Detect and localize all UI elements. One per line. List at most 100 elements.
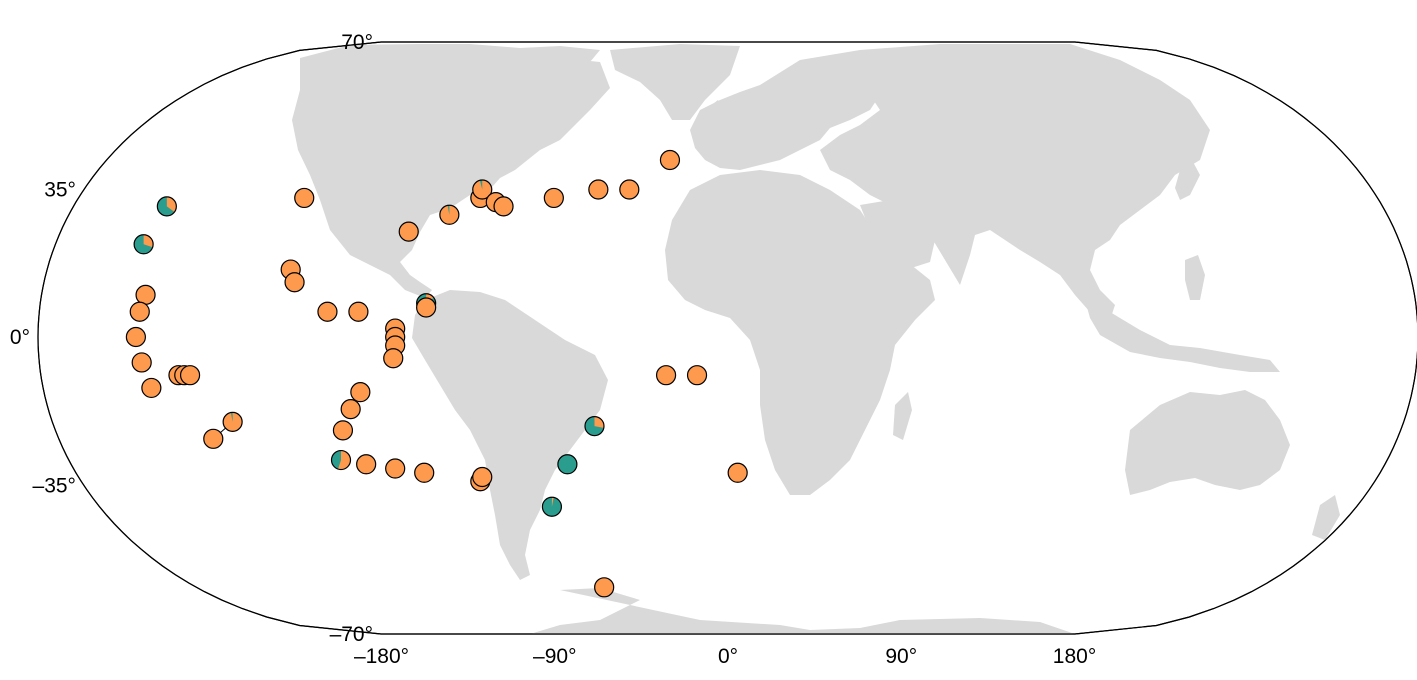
- pie-base: [180, 365, 200, 385]
- lat-tick-label: 35°: [44, 179, 76, 202]
- pie-base: [385, 459, 405, 479]
- pie-outline: [348, 301, 369, 322]
- pie-slice-teal: [134, 234, 153, 254]
- madagascar: [893, 392, 912, 440]
- site-pie-marker: [330, 449, 352, 471]
- site-pie-marker: [317, 301, 338, 322]
- site-pie-marker: [203, 428, 224, 449]
- pie-base: [619, 180, 639, 199]
- pie-base: [333, 420, 353, 440]
- lon-tick-label: –180°: [354, 645, 409, 668]
- site-pie-marker: [727, 462, 748, 483]
- site-pie-marker: [493, 196, 514, 217]
- pie-base: [656, 365, 676, 385]
- site-pie-marker: [125, 326, 146, 348]
- site-pie-marker: [332, 420, 354, 441]
- pie-base: [494, 196, 514, 216]
- site-pie-marker: [472, 466, 493, 488]
- lon-tick-label: 180°: [1053, 645, 1096, 668]
- pie-outline: [727, 462, 748, 483]
- site-pie-marker: [619, 179, 640, 200]
- pie-outline: [332, 420, 354, 441]
- greenland: [610, 44, 740, 120]
- arctic-islands: [420, 44, 600, 66]
- site-pie-marker: [686, 365, 708, 386]
- pie-base: [594, 577, 614, 597]
- lon-tick-label: 90°: [885, 645, 917, 668]
- pie-outline: [584, 416, 605, 437]
- pie-base: [416, 298, 436, 317]
- site-pie-marker: [416, 297, 437, 318]
- pie-base: [557, 454, 577, 474]
- lon-tick-label: –90°: [533, 645, 576, 668]
- antarctica: [530, 588, 1075, 634]
- pie-outline: [317, 301, 338, 322]
- pie-base: [348, 302, 368, 322]
- pie-outline: [416, 297, 437, 318]
- pie-outline: [129, 301, 150, 322]
- site-pie-marker: [348, 301, 369, 322]
- pie-outline: [686, 365, 708, 386]
- africa: [665, 170, 935, 495]
- site-pie-marker: [659, 149, 681, 171]
- site-pie-marker: [541, 496, 563, 517]
- pie-base: [660, 150, 680, 170]
- british-isles: [705, 100, 725, 130]
- pie-outline: [222, 411, 243, 432]
- pie-base: [203, 429, 223, 449]
- south-america: [412, 290, 608, 580]
- site-pie-marker: [439, 204, 460, 225]
- lat-tick-label: –35°: [33, 475, 76, 498]
- pie-outline: [383, 348, 404, 369]
- pie-outline: [385, 458, 406, 479]
- pie-outline: [655, 365, 677, 386]
- pie-slice-teal: [230, 412, 233, 422]
- site-pie-marker: [655, 365, 677, 386]
- pie-outline: [472, 466, 493, 488]
- lat-tick-label: 0°: [10, 326, 30, 349]
- site-pie-marker: [557, 454, 578, 475]
- pie-outline: [284, 272, 305, 293]
- pie-base: [687, 365, 707, 385]
- pie-outline: [340, 399, 361, 420]
- pie-outline: [203, 428, 224, 449]
- pie-slice-teal: [542, 497, 562, 517]
- pie-base: [472, 467, 492, 487]
- site-pie-marker: [398, 221, 419, 242]
- pie-base: [588, 180, 608, 199]
- new-zealand: [1312, 495, 1340, 540]
- pie-base: [544, 188, 564, 208]
- site-pie-marker: [340, 399, 361, 420]
- pie-base: [141, 378, 161, 398]
- pie-outline: [493, 196, 514, 217]
- map-outline: [37, 41, 1417, 635]
- asia: [760, 44, 1210, 320]
- pie-outline: [131, 352, 152, 373]
- site-pie-marker: [222, 411, 243, 432]
- site-pie-marker: [131, 352, 152, 373]
- pie-slice-teal: [479, 180, 483, 190]
- site-pie-marker: [383, 348, 404, 369]
- lon-tick-label: 0°: [718, 645, 738, 668]
- pie-base: [317, 302, 337, 322]
- pie-base: [383, 348, 403, 368]
- pie-slice-teal: [157, 196, 175, 216]
- site-pie-marker: [594, 577, 615, 598]
- site-markers: [125, 149, 748, 598]
- pie-base: [341, 399, 361, 419]
- site-pie-marker: [543, 187, 564, 209]
- japan: [1175, 160, 1200, 200]
- pie-slice-teal: [584, 416, 604, 436]
- pie-base: [399, 222, 419, 242]
- pie-outline: [398, 221, 419, 242]
- site-pie-marker: [356, 454, 377, 475]
- pie-outline: [156, 196, 177, 217]
- pie-outline: [588, 179, 609, 200]
- pie-slice-teal: [331, 450, 341, 470]
- europe: [690, 80, 880, 170]
- australia: [1125, 390, 1290, 495]
- site-pie-marker: [135, 284, 156, 305]
- site-pie-marker: [284, 272, 305, 293]
- pie-base: [130, 302, 150, 322]
- pie-outline: [179, 365, 201, 386]
